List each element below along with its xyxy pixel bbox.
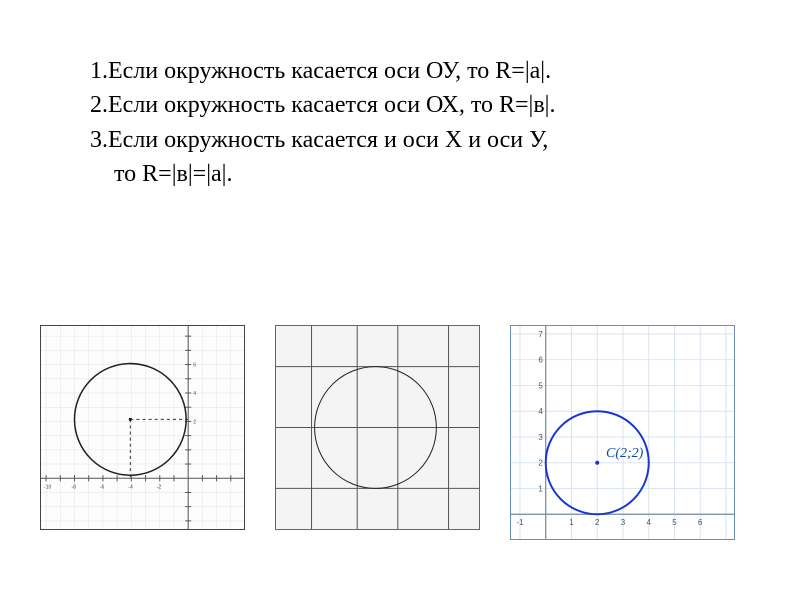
rule-line-3: 3.Если окружность касается и оси Х и оси… bbox=[90, 124, 710, 156]
diagram-3-svg: -1 1 2 3 4 5 6 1 2 3 4 5 6 7 bbox=[511, 326, 734, 539]
svg-text:6: 6 bbox=[538, 356, 543, 365]
svg-text:2: 2 bbox=[595, 518, 599, 527]
svg-text:3: 3 bbox=[621, 518, 626, 527]
svg-text:-10: -10 bbox=[44, 484, 52, 490]
diagram-1: -10 -8 -6 -4 -2 2 4 6 bbox=[40, 325, 245, 530]
diagram-2 bbox=[275, 325, 480, 530]
svg-text:5: 5 bbox=[672, 518, 677, 527]
svg-text:-4: -4 bbox=[128, 484, 133, 490]
svg-text:-2: -2 bbox=[157, 484, 162, 490]
rule-line-1: 1.Если окружность касается оси ОУ, то R=… bbox=[90, 55, 710, 87]
svg-text:7: 7 bbox=[538, 330, 542, 339]
svg-text:4: 4 bbox=[538, 407, 543, 416]
svg-text:1: 1 bbox=[569, 518, 574, 527]
diagram-2-svg bbox=[276, 326, 479, 529]
svg-text:2: 2 bbox=[193, 419, 196, 425]
svg-text:6: 6 bbox=[698, 518, 703, 527]
rules-text-block: 1.Если окружность касается оси ОУ, то R=… bbox=[90, 55, 710, 193]
svg-text:-8: -8 bbox=[71, 484, 76, 490]
diagrams-row: -10 -8 -6 -4 -2 2 4 6 bbox=[40, 325, 735, 540]
svg-text:4: 4 bbox=[647, 518, 652, 527]
diagram-3: -1 1 2 3 4 5 6 1 2 3 4 5 6 7 bbox=[510, 325, 735, 540]
svg-text:6: 6 bbox=[193, 363, 196, 369]
svg-text:3: 3 bbox=[538, 433, 543, 442]
rule-line-4: то R=|в|=|а|. bbox=[90, 158, 710, 190]
svg-text:-6: -6 bbox=[100, 484, 105, 490]
svg-text:1: 1 bbox=[538, 484, 543, 493]
diagram-1-svg: -10 -8 -6 -4 -2 2 4 6 bbox=[41, 326, 244, 529]
svg-text:-1: -1 bbox=[516, 518, 524, 527]
slide: 1.Если окружность касается оси ОУ, то R=… bbox=[0, 0, 800, 600]
center-label: C(2;2) bbox=[606, 446, 643, 462]
svg-text:5: 5 bbox=[538, 381, 543, 390]
svg-text:2: 2 bbox=[538, 459, 542, 468]
svg-text:4: 4 bbox=[193, 391, 196, 397]
rule-line-2: 2.Если окружность касается оси ОХ, то R=… bbox=[90, 89, 710, 121]
